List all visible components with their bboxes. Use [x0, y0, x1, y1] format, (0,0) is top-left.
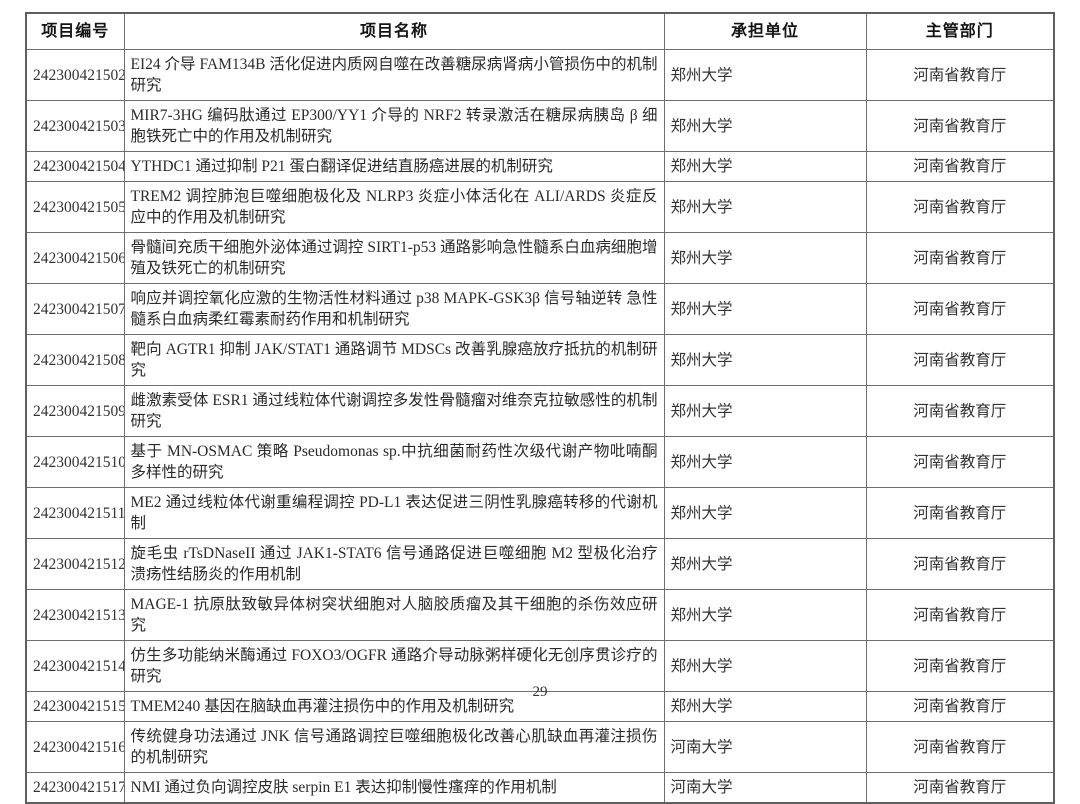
- table-row: 242300421508 靶向 AGTR1 抑制 JAK/STAT1 通路调节 …: [25, 334, 1055, 386]
- project-id-cell: 242300421513: [25, 589, 125, 641]
- project-name-cell: 响应并调控氧化应激的生物活性材料通过 p38 MAPK-GSK3β 信号轴逆转 …: [123, 283, 665, 335]
- undertaking-unit-cell: 郑州大学: [663, 589, 867, 641]
- table-row: 242300421517 NMI 通过负向调控皮肤 serpin E1 表达抑制…: [25, 772, 1055, 804]
- undertaking-unit-cell: 郑州大学: [663, 436, 867, 488]
- table-header-row: 项目编号 项目名称 承担单位 主管部门: [25, 12, 1055, 50]
- project-name-cell: 雌激素受体 ESR1 通过线粒体代谢调控多发性骨髓瘤对维奈克拉敏感性的机制研究: [123, 385, 665, 437]
- project-name-cell: ME2 通过线粒体代谢重编程调控 PD-L1 表达促进三阴性乳腺癌转移的代谢机制: [123, 487, 665, 539]
- table-row: 242300421513 MAGE-1 抗原肽致敏异体树突状细胞对人脑胶质瘤及其…: [25, 589, 1055, 641]
- project-id-cell: 242300421512: [25, 538, 125, 590]
- table-row: 242300421516 传统健身功法通过 JNK 信号通路调控巨噬细胞极化改善…: [25, 721, 1055, 773]
- undertaking-unit-cell: 郑州大学: [663, 181, 867, 233]
- supervising-department-cell: 河南省教育厅: [865, 385, 1055, 437]
- document-page: 项目编号 项目名称 承担单位 主管部门 242300421502 EI24 介导…: [25, 12, 1055, 804]
- project-id-cell: 242300421509: [25, 385, 125, 437]
- col-header-project-name: 项目名称: [123, 12, 665, 50]
- supervising-department-cell: 河南省教育厅: [865, 436, 1055, 488]
- col-header-project-id: 项目编号: [25, 12, 125, 50]
- project-name-cell: 骨髓间充质干细胞外泌体通过调控 SIRT1-p53 通路影响急性髓系白血病细胞增…: [123, 232, 665, 284]
- supervising-department-cell: 河南省教育厅: [865, 772, 1055, 804]
- project-id-cell: 242300421506: [25, 232, 125, 284]
- undertaking-unit-cell: 郑州大学: [663, 100, 867, 152]
- project-id-cell: 242300421507: [25, 283, 125, 335]
- undertaking-unit-cell: 河南大学: [663, 772, 867, 804]
- project-name-cell: EI24 介导 FAM134B 活化促进内质网自噬在改善糖尿病肾病小管损伤中的机…: [123, 49, 665, 101]
- undertaking-unit-cell: 河南大学: [663, 721, 867, 773]
- project-id-cell: 242300421502: [25, 49, 125, 101]
- project-id-cell: 242300421514: [25, 640, 125, 692]
- project-name-cell: MIR7-3HG 编码肽通过 EP300/YY1 介导的 NRF2 转录激活在糖…: [123, 100, 665, 152]
- project-id-cell: 242300421508: [25, 334, 125, 386]
- table-row: 242300421503 MIR7-3HG 编码肽通过 EP300/YY1 介导…: [25, 100, 1055, 152]
- project-name-cell: YTHDC1 通过抑制 P21 蛋白翻译促进结直肠癌进展的机制研究: [123, 151, 665, 182]
- supervising-department-cell: 河南省教育厅: [865, 721, 1055, 773]
- supervising-department-cell: 河南省教育厅: [865, 334, 1055, 386]
- table-row: 242300421514 仿生多功能纳米酶通过 FOXO3/OGFR 通路介导动…: [25, 640, 1055, 692]
- table-row: 242300421505 TREM2 调控肺泡巨噬细胞极化及 NLRP3 炎症小…: [25, 181, 1055, 233]
- project-name-cell: 基于 MN-OSMAC 策略 Pseudomonas sp.中抗细菌耐药性次级代…: [123, 436, 665, 488]
- supervising-department-cell: 河南省教育厅: [865, 181, 1055, 233]
- page-number: 29: [532, 684, 548, 700]
- project-name-cell: 旋毛虫 rTsDNaseII 通过 JAK1-STAT6 信号通路促进巨噬细胞 …: [123, 538, 665, 590]
- table-row: 242300421502 EI24 介导 FAM134B 活化促进内质网自噬在改…: [25, 49, 1055, 101]
- project-name-cell: 传统健身功法通过 JNK 信号通路调控巨噬细胞极化改善心肌缺血再灌注损伤的机制研…: [123, 721, 665, 773]
- undertaking-unit-cell: 郑州大学: [663, 151, 867, 182]
- supervising-department-cell: 河南省教育厅: [865, 487, 1055, 539]
- col-header-supervising-department: 主管部门: [865, 12, 1055, 50]
- supervising-department-cell: 河南省教育厅: [865, 640, 1055, 692]
- project-name-cell: MAGE-1 抗原肽致敏异体树突状细胞对人脑胶质瘤及其干细胞的杀伤效应研究: [123, 589, 665, 641]
- project-name-cell: 靶向 AGTR1 抑制 JAK/STAT1 通路调节 MDSCs 改善乳腺癌放疗…: [123, 334, 665, 386]
- project-name-cell: 仿生多功能纳米酶通过 FOXO3/OGFR 通路介导动脉粥样硬化无创序贯诊疗的研…: [123, 640, 665, 692]
- table-row: 242300421511 ME2 通过线粒体代谢重编程调控 PD-L1 表达促进…: [25, 487, 1055, 539]
- undertaking-unit-cell: 郑州大学: [663, 385, 867, 437]
- supervising-department-cell: 河南省教育厅: [865, 589, 1055, 641]
- project-id-cell: 242300421510: [25, 436, 125, 488]
- table-row: 242300421512 旋毛虫 rTsDNaseII 通过 JAK1-STAT…: [25, 538, 1055, 590]
- undertaking-unit-cell: 郑州大学: [663, 49, 867, 101]
- table-row: 242300421507 响应并调控氧化应激的生物活性材料通过 p38 MAPK…: [25, 283, 1055, 335]
- project-id-cell: 242300421505: [25, 181, 125, 233]
- col-header-undertaking-unit: 承担单位: [663, 12, 867, 50]
- project-name-cell: NMI 通过负向调控皮肤 serpin E1 表达抑制慢性瘙痒的作用机制: [123, 772, 665, 804]
- undertaking-unit-cell: 郑州大学: [663, 283, 867, 335]
- supervising-department-cell: 河南省教育厅: [865, 100, 1055, 152]
- project-name-cell: TREM2 调控肺泡巨噬细胞极化及 NLRP3 炎症小体活化在 ALI/ARDS…: [123, 181, 665, 233]
- supervising-department-cell: 河南省教育厅: [865, 49, 1055, 101]
- project-id-cell: 242300421511: [25, 487, 125, 539]
- supervising-department-cell: 河南省教育厅: [865, 283, 1055, 335]
- project-id-cell: 242300421517: [25, 772, 125, 804]
- table-row: 242300421510 基于 MN-OSMAC 策略 Pseudomonas …: [25, 436, 1055, 488]
- supervising-department-cell: 河南省教育厅: [865, 538, 1055, 590]
- undertaking-unit-cell: 郑州大学: [663, 538, 867, 590]
- project-id-cell: 242300421504: [25, 151, 125, 182]
- supervising-department-cell: 河南省教育厅: [865, 151, 1055, 182]
- project-id-cell: 242300421516: [25, 721, 125, 773]
- supervising-department-cell: 河南省教育厅: [865, 232, 1055, 284]
- undertaking-unit-cell: 郑州大学: [663, 334, 867, 386]
- undertaking-unit-cell: 郑州大学: [663, 487, 867, 539]
- table-row: 242300421506 骨髓间充质干细胞外泌体通过调控 SIRT1-p53 通…: [25, 232, 1055, 284]
- project-id-cell: 242300421503: [25, 100, 125, 152]
- undertaking-unit-cell: 郑州大学: [663, 232, 867, 284]
- table-row: 242300421504 YTHDC1 通过抑制 P21 蛋白翻译促进结直肠癌进…: [25, 151, 1055, 182]
- table-row: 242300421509 雌激素受体 ESR1 通过线粒体代谢调控多发性骨髓瘤对…: [25, 385, 1055, 437]
